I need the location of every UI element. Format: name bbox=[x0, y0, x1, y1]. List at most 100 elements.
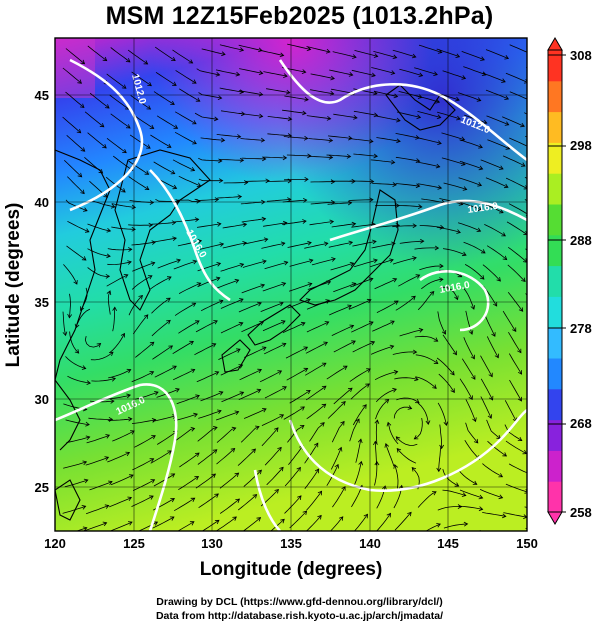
plot-frame bbox=[54, 37, 528, 532]
streamline-arrowhead bbox=[418, 327, 424, 333]
streamline bbox=[487, 440, 507, 457]
streamline-arrowhead bbox=[281, 282, 287, 287]
streamline-arrowhead bbox=[102, 143, 107, 149]
streamline bbox=[443, 182, 467, 190]
streamline-arrowhead bbox=[462, 186, 468, 191]
streamline bbox=[266, 199, 291, 202]
streamline-arrowhead bbox=[373, 112, 379, 118]
streamline-arrowhead bbox=[415, 274, 421, 279]
streamline-arrowhead bbox=[166, 276, 172, 281]
x-tick-label: 145 bbox=[437, 536, 459, 551]
streamline-arrowhead bbox=[121, 84, 127, 89]
streamline-arrowhead bbox=[517, 436, 523, 441]
streamline-arrowhead bbox=[317, 514, 322, 520]
streamline bbox=[222, 242, 247, 249]
colorbar-segment bbox=[548, 388, 562, 421]
streamline bbox=[480, 396, 492, 419]
streamline-arrowhead bbox=[343, 365, 348, 370]
streamline-arrowhead bbox=[110, 203, 116, 209]
streamline-arrowhead bbox=[439, 263, 444, 269]
x-tick-label: 130 bbox=[201, 536, 223, 551]
streamline bbox=[62, 67, 82, 84]
streamline-arrowhead bbox=[396, 138, 401, 144]
streamline-arrowhead bbox=[454, 482, 460, 487]
streamline-arrowhead bbox=[104, 504, 110, 509]
streamline-arrowhead bbox=[261, 346, 267, 351]
streamline-arrowhead bbox=[169, 516, 175, 521]
streamline-arrowhead bbox=[150, 261, 156, 266]
streamline-arrowhead bbox=[110, 398, 115, 404]
streamline-arrowhead bbox=[218, 178, 224, 184]
colorbar-segment bbox=[548, 419, 562, 451]
streamline bbox=[311, 258, 336, 266]
streamline-arrowhead bbox=[262, 259, 267, 265]
streamline-arrowhead bbox=[104, 104, 110, 109]
streamline bbox=[505, 177, 527, 189]
streamline-arrowhead bbox=[111, 376, 116, 382]
streamline bbox=[201, 48, 226, 55]
streamline bbox=[201, 519, 220, 531]
streamline bbox=[464, 439, 480, 460]
streamline-arrowhead bbox=[190, 426, 196, 432]
streamline bbox=[87, 45, 107, 62]
streamline-arrowhead bbox=[170, 498, 175, 503]
streamline-arrowhead bbox=[390, 70, 396, 75]
streamline bbox=[261, 242, 285, 249]
streamline bbox=[223, 182, 248, 184]
streamline bbox=[438, 373, 455, 393]
streamline-arrowhead bbox=[280, 241, 286, 247]
streamline bbox=[485, 177, 509, 188]
streamline-arrowhead bbox=[338, 516, 344, 521]
streamline bbox=[107, 248, 132, 251]
streamline bbox=[150, 134, 172, 148]
streamline bbox=[131, 371, 154, 383]
streamline bbox=[282, 220, 307, 225]
streamline-arrowhead bbox=[175, 388, 180, 393]
streamline-arrowhead bbox=[307, 153, 312, 159]
streamline-arrowhead bbox=[523, 230, 527, 236]
streamline-arrowhead bbox=[256, 388, 262, 394]
streamline bbox=[442, 468, 459, 487]
streamline bbox=[284, 95, 309, 101]
streamline bbox=[87, 132, 107, 149]
streamline bbox=[288, 283, 312, 292]
streamline-arrowhead bbox=[262, 156, 267, 162]
colorbar-min-arrow bbox=[547, 511, 563, 525]
streamline-arrowhead bbox=[477, 206, 483, 212]
streamline bbox=[487, 533, 511, 534]
streamline-arrowhead bbox=[439, 277, 444, 283]
streamline-arrowhead bbox=[154, 391, 159, 396]
streamline-arrowhead bbox=[108, 480, 113, 486]
streamline-arrowhead bbox=[368, 321, 374, 326]
streamline-arrowhead bbox=[480, 56, 485, 61]
streamline bbox=[198, 410, 222, 419]
streamline-arrowhead bbox=[213, 116, 219, 122]
streamline bbox=[459, 489, 483, 499]
streamline bbox=[463, 337, 475, 359]
streamline bbox=[152, 237, 177, 243]
streamline bbox=[90, 351, 114, 361]
streamline bbox=[459, 160, 483, 170]
streamline bbox=[62, 116, 81, 134]
streamline bbox=[132, 458, 154, 471]
streamline-arrowhead bbox=[144, 170, 150, 175]
streamline-arrowhead bbox=[194, 217, 200, 223]
streamline bbox=[376, 115, 401, 122]
streamline-arrowhead bbox=[439, 224, 445, 230]
streamline bbox=[436, 227, 461, 233]
streamline bbox=[157, 259, 181, 269]
streamline bbox=[417, 183, 442, 189]
streamline bbox=[528, 488, 551, 495]
streamline-arrowhead bbox=[131, 226, 136, 232]
streamline bbox=[349, 138, 373, 142]
streamline bbox=[306, 321, 329, 333]
streamline bbox=[376, 300, 399, 313]
streamline-arrowhead bbox=[452, 350, 457, 356]
streamline bbox=[305, 515, 322, 531]
streamline bbox=[532, 421, 549, 437]
streamline bbox=[417, 291, 435, 311]
streamline-arrowhead bbox=[303, 135, 309, 141]
streamline-arrowhead bbox=[306, 298, 311, 303]
streamline-arrowhead bbox=[392, 54, 398, 60]
